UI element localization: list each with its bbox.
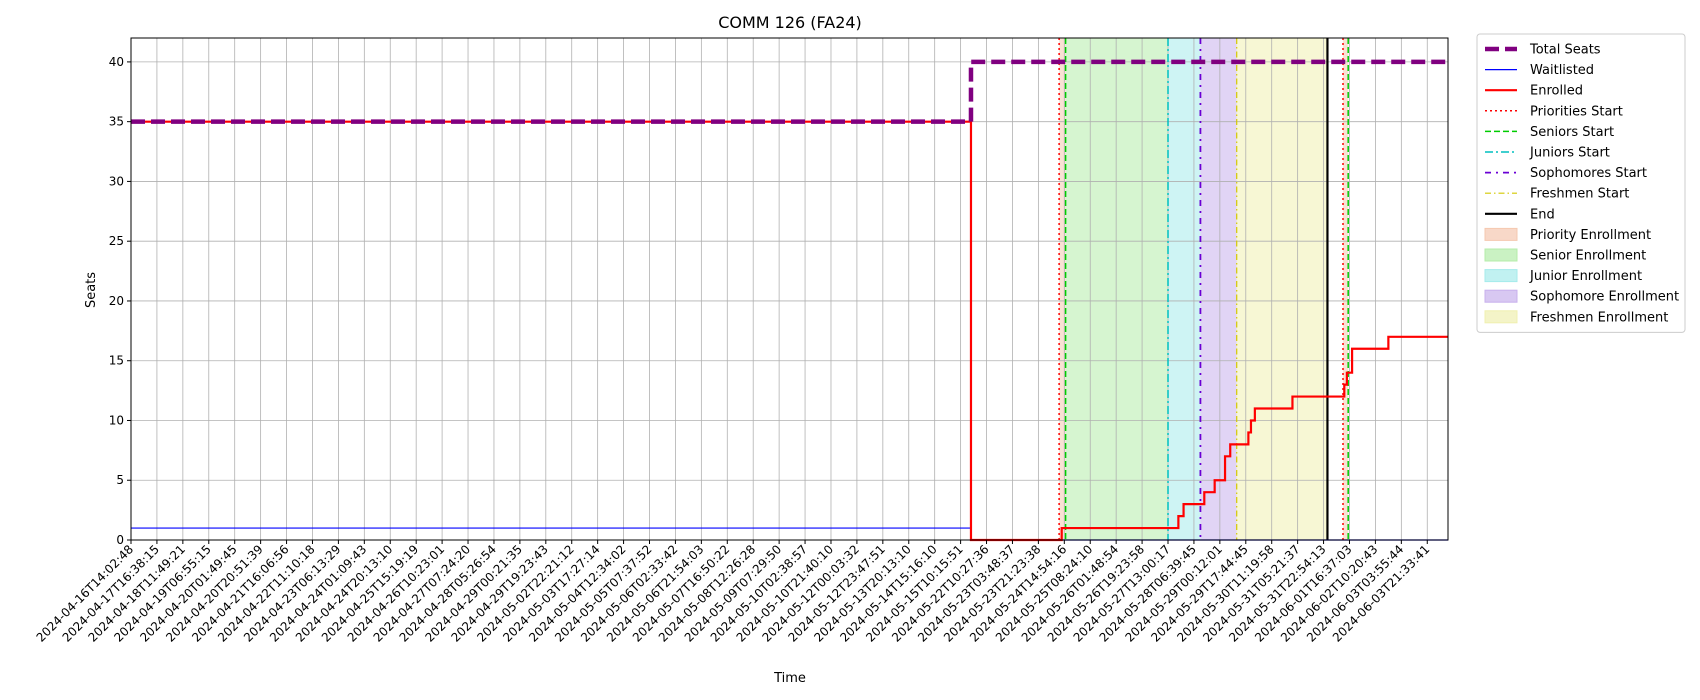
y-tick-label: 10 [109, 413, 124, 427]
y-tick-label: 20 [109, 294, 124, 308]
legend-label: Junior Enrollment [1529, 269, 1642, 284]
legend-label: Total Seats [1529, 43, 1601, 58]
legend-label: Sophomores Start [1530, 166, 1647, 181]
legend-label: Sophomore Enrollment [1530, 290, 1679, 305]
legend-item-juniors-start: Juniors Start [1485, 146, 1610, 161]
y-tick-label: 5 [116, 473, 124, 487]
legend-label: Senior Enrollment [1530, 249, 1646, 264]
legend-item-seniors-start: Seniors Start [1485, 125, 1614, 140]
legend-item-total-seats: Total Seats [1485, 43, 1601, 58]
legend-item-sophomores-start: Sophomores Start [1485, 166, 1647, 181]
y-tick-label: 0 [116, 533, 124, 547]
legend-label: Seniors Start [1530, 125, 1614, 140]
legend-swatch [1484, 310, 1518, 324]
y-tick-label: 30 [109, 174, 124, 188]
legend-label: End [1530, 207, 1555, 222]
shaded-regions [1059, 38, 1349, 540]
legend-label: Waitlisted [1530, 63, 1594, 78]
shaded-region-junior-enrollment [1168, 38, 1201, 540]
legend-label: Juniors Start [1529, 146, 1610, 161]
legend-label: Freshmen Start [1530, 187, 1629, 202]
legend-label: Freshmen Enrollment [1530, 310, 1668, 325]
legend-item-priority-enrollment: Priority Enrollment [1484, 227, 1651, 243]
legend-label: Priorities Start [1530, 104, 1623, 119]
legend-item-sophomore-enrollment: Sophomore Enrollment [1484, 289, 1679, 305]
legend-item-junior-enrollment: Junior Enrollment [1484, 269, 1642, 284]
legend-item-priorities-start: Priorities Start [1485, 104, 1623, 119]
x-axis-label: Time [773, 671, 806, 686]
legend-item-freshmen-enrollment: Freshmen Enrollment [1484, 310, 1668, 325]
legend-swatch [1484, 289, 1518, 303]
y-axis-label: Seats [84, 272, 99, 308]
y-tick-label: 15 [109, 354, 124, 368]
shaded-region-freshmen-enrollment [1236, 38, 1328, 540]
legend-item-enrolled: Enrolled [1485, 84, 1583, 99]
series-total-seats [131, 59, 1448, 124]
shaded-region-priority-enrollment-2 [1343, 38, 1349, 540]
legend-item-end: End [1485, 207, 1555, 222]
shaded-region-senior-enrollment [1065, 38, 1169, 540]
x-axis-ticks: 2024-04-16T14:02:482024-04-17T16:38:1520… [34, 540, 1432, 645]
plot-frame [130, 37, 1449, 541]
legend-swatch [1484, 248, 1518, 262]
y-tick-label: 25 [109, 234, 124, 248]
legend-item-senior-enrollment: Senior Enrollment [1484, 248, 1646, 264]
phase-lines [1058, 38, 1349, 540]
shaded-region-sophomore-enrollment [1200, 38, 1237, 540]
legend-swatch [1484, 269, 1518, 283]
legend-label: Enrolled [1530, 84, 1583, 99]
legend-item-freshmen-start: Freshmen Start [1485, 187, 1629, 202]
legend: Total Seats Waitlisted Enrolled Priorities … [1476, 33, 1686, 333]
legend-swatch [1484, 227, 1518, 241]
series-enrolled [131, 120, 1448, 542]
y-axis-ticks: 0 5 10 15 20 25 30 35 40 [109, 55, 131, 547]
shaded-region-priority-enrollment [1059, 38, 1066, 540]
legend-item-waitlisted: Waitlisted [1485, 63, 1594, 78]
chart-title: COMM 126 (FA24) [718, 13, 862, 32]
legend-label: Priority Enrollment [1530, 228, 1651, 243]
y-tick-label: 40 [109, 55, 124, 69]
y-tick-label: 35 [109, 115, 124, 129]
legend-frame [1476, 33, 1686, 333]
